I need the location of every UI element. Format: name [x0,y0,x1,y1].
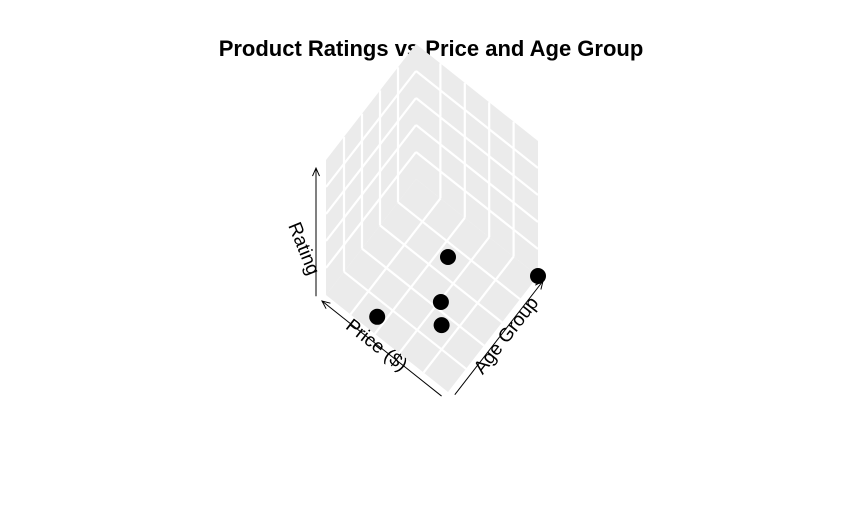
data-point-1 [433,294,449,310]
z-axis-label: Rating [283,219,323,278]
data-point-0 [530,268,546,284]
data-point-4 [369,309,385,325]
data-point-3 [440,249,456,265]
data-point-2 [434,317,450,333]
